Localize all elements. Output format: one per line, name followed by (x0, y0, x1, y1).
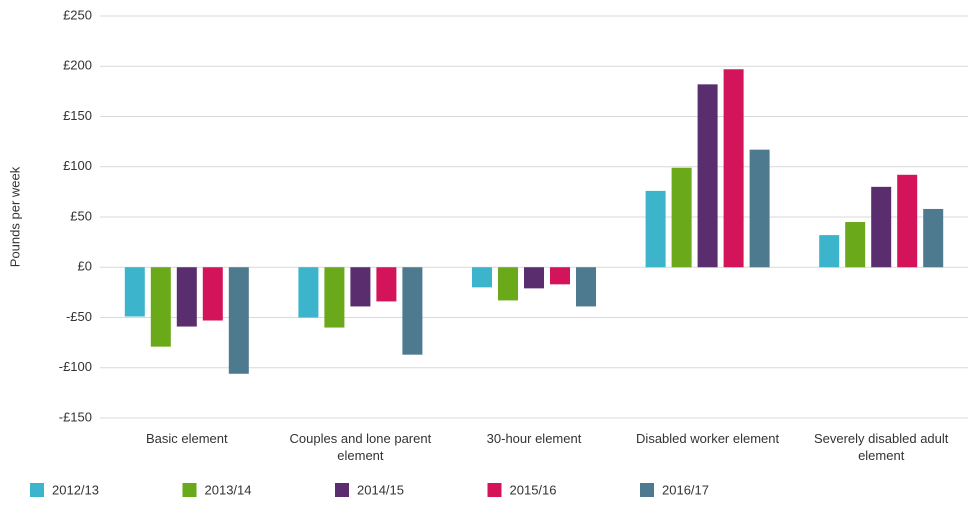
x-tick-label: Severely disabled adult element (813, 431, 949, 463)
y-tick-label: -£50 (66, 309, 92, 324)
legend-swatch (640, 483, 654, 497)
bar (324, 267, 345, 328)
bar (897, 174, 918, 268)
y-tick-label: -£100 (59, 359, 92, 374)
bar (871, 186, 892, 268)
legend-swatch (30, 483, 44, 497)
bar (350, 267, 371, 307)
bar (402, 267, 423, 355)
x-tick-label: 30-hour element (486, 431, 582, 446)
y-tick-label: £100 (63, 158, 92, 173)
bar (376, 267, 397, 302)
bar (576, 267, 596, 307)
bar (723, 69, 744, 268)
bar (124, 267, 145, 317)
bar (472, 267, 492, 288)
legend-label: 2014/15 (357, 482, 404, 497)
bar (150, 267, 171, 347)
y-tick-label: £0 (78, 259, 92, 274)
bar (819, 235, 840, 268)
legend-label: 2013/14 (205, 482, 252, 497)
legend-swatch (487, 483, 502, 497)
bar (498, 267, 518, 301)
legend-swatch (335, 483, 349, 497)
bar (550, 267, 570, 285)
bar (645, 190, 666, 268)
bar (845, 222, 866, 268)
bar (298, 267, 319, 318)
x-tick-label: Basic element (145, 431, 228, 446)
legend-swatch (182, 483, 197, 497)
bar (749, 149, 770, 268)
bar (524, 267, 544, 289)
bar (671, 167, 692, 268)
bar (176, 267, 197, 327)
legend-label: 2012/13 (52, 482, 99, 497)
x-tick-label: Couples and lone parent element (289, 431, 432, 463)
bar (228, 267, 249, 374)
y-axis-label: Pounds per week (7, 166, 22, 267)
bar (697, 84, 718, 268)
legend-label: 2015/16 (510, 482, 557, 497)
y-tick-label: £150 (63, 108, 92, 123)
bar (202, 267, 223, 321)
x-tick-label: Disabled worker element (636, 431, 780, 446)
legend-label: 2016/17 (662, 482, 709, 497)
y-tick-label: £250 (63, 7, 92, 22)
y-tick-label: £50 (70, 208, 92, 223)
y-tick-label: -£150 (59, 409, 92, 424)
bar (923, 208, 944, 268)
y-tick-label: £200 (63, 58, 92, 73)
